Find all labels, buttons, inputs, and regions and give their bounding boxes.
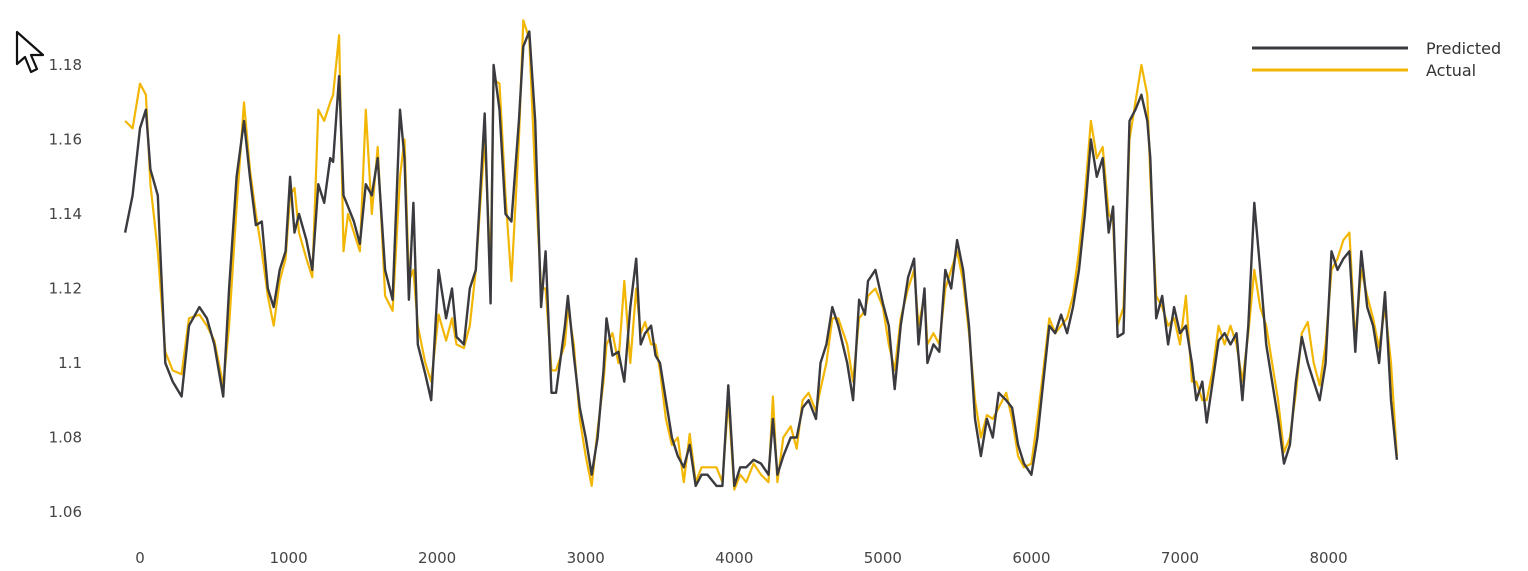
y-tick-label: 1.16 bbox=[49, 131, 82, 149]
series-line-predicted bbox=[123, 30, 1399, 488]
legend-predicted-label: Predicted bbox=[1426, 39, 1501, 58]
x-tick-label: 5000 bbox=[864, 549, 902, 567]
x-tick-label: 0 bbox=[135, 549, 145, 567]
y-tick-label: 1.12 bbox=[49, 280, 82, 298]
y-tick-label: 1.14 bbox=[49, 205, 82, 223]
x-tick-label: 8000 bbox=[1309, 549, 1347, 567]
x-tick-label: 7000 bbox=[1161, 549, 1199, 567]
x-tick-label: 1000 bbox=[269, 549, 307, 567]
legend-actual-label: Actual bbox=[1426, 61, 1476, 80]
y-tick-label: 1.1 bbox=[58, 354, 82, 372]
x-tick-label: 2000 bbox=[418, 549, 456, 567]
y-tick-label: 1.08 bbox=[49, 429, 82, 447]
mouse-pointer-icon bbox=[15, 30, 45, 74]
y-tick-label: 1.06 bbox=[49, 503, 82, 521]
x-tick-label: 6000 bbox=[1012, 549, 1050, 567]
y-axis-ticks: 1.06 1.08 1.1 1.12 1.14 1.16 1.18 bbox=[49, 56, 82, 521]
x-tick-label: 3000 bbox=[567, 549, 605, 567]
series-layer bbox=[123, 19, 1399, 491]
x-axis-ticks: 0 1000 2000 3000 4000 5000 6000 7000 8000 bbox=[135, 549, 1347, 567]
legend: Predicted Actual bbox=[1252, 39, 1501, 80]
y-tick-label: 1.18 bbox=[49, 56, 82, 74]
x-tick-label: 4000 bbox=[715, 549, 753, 567]
